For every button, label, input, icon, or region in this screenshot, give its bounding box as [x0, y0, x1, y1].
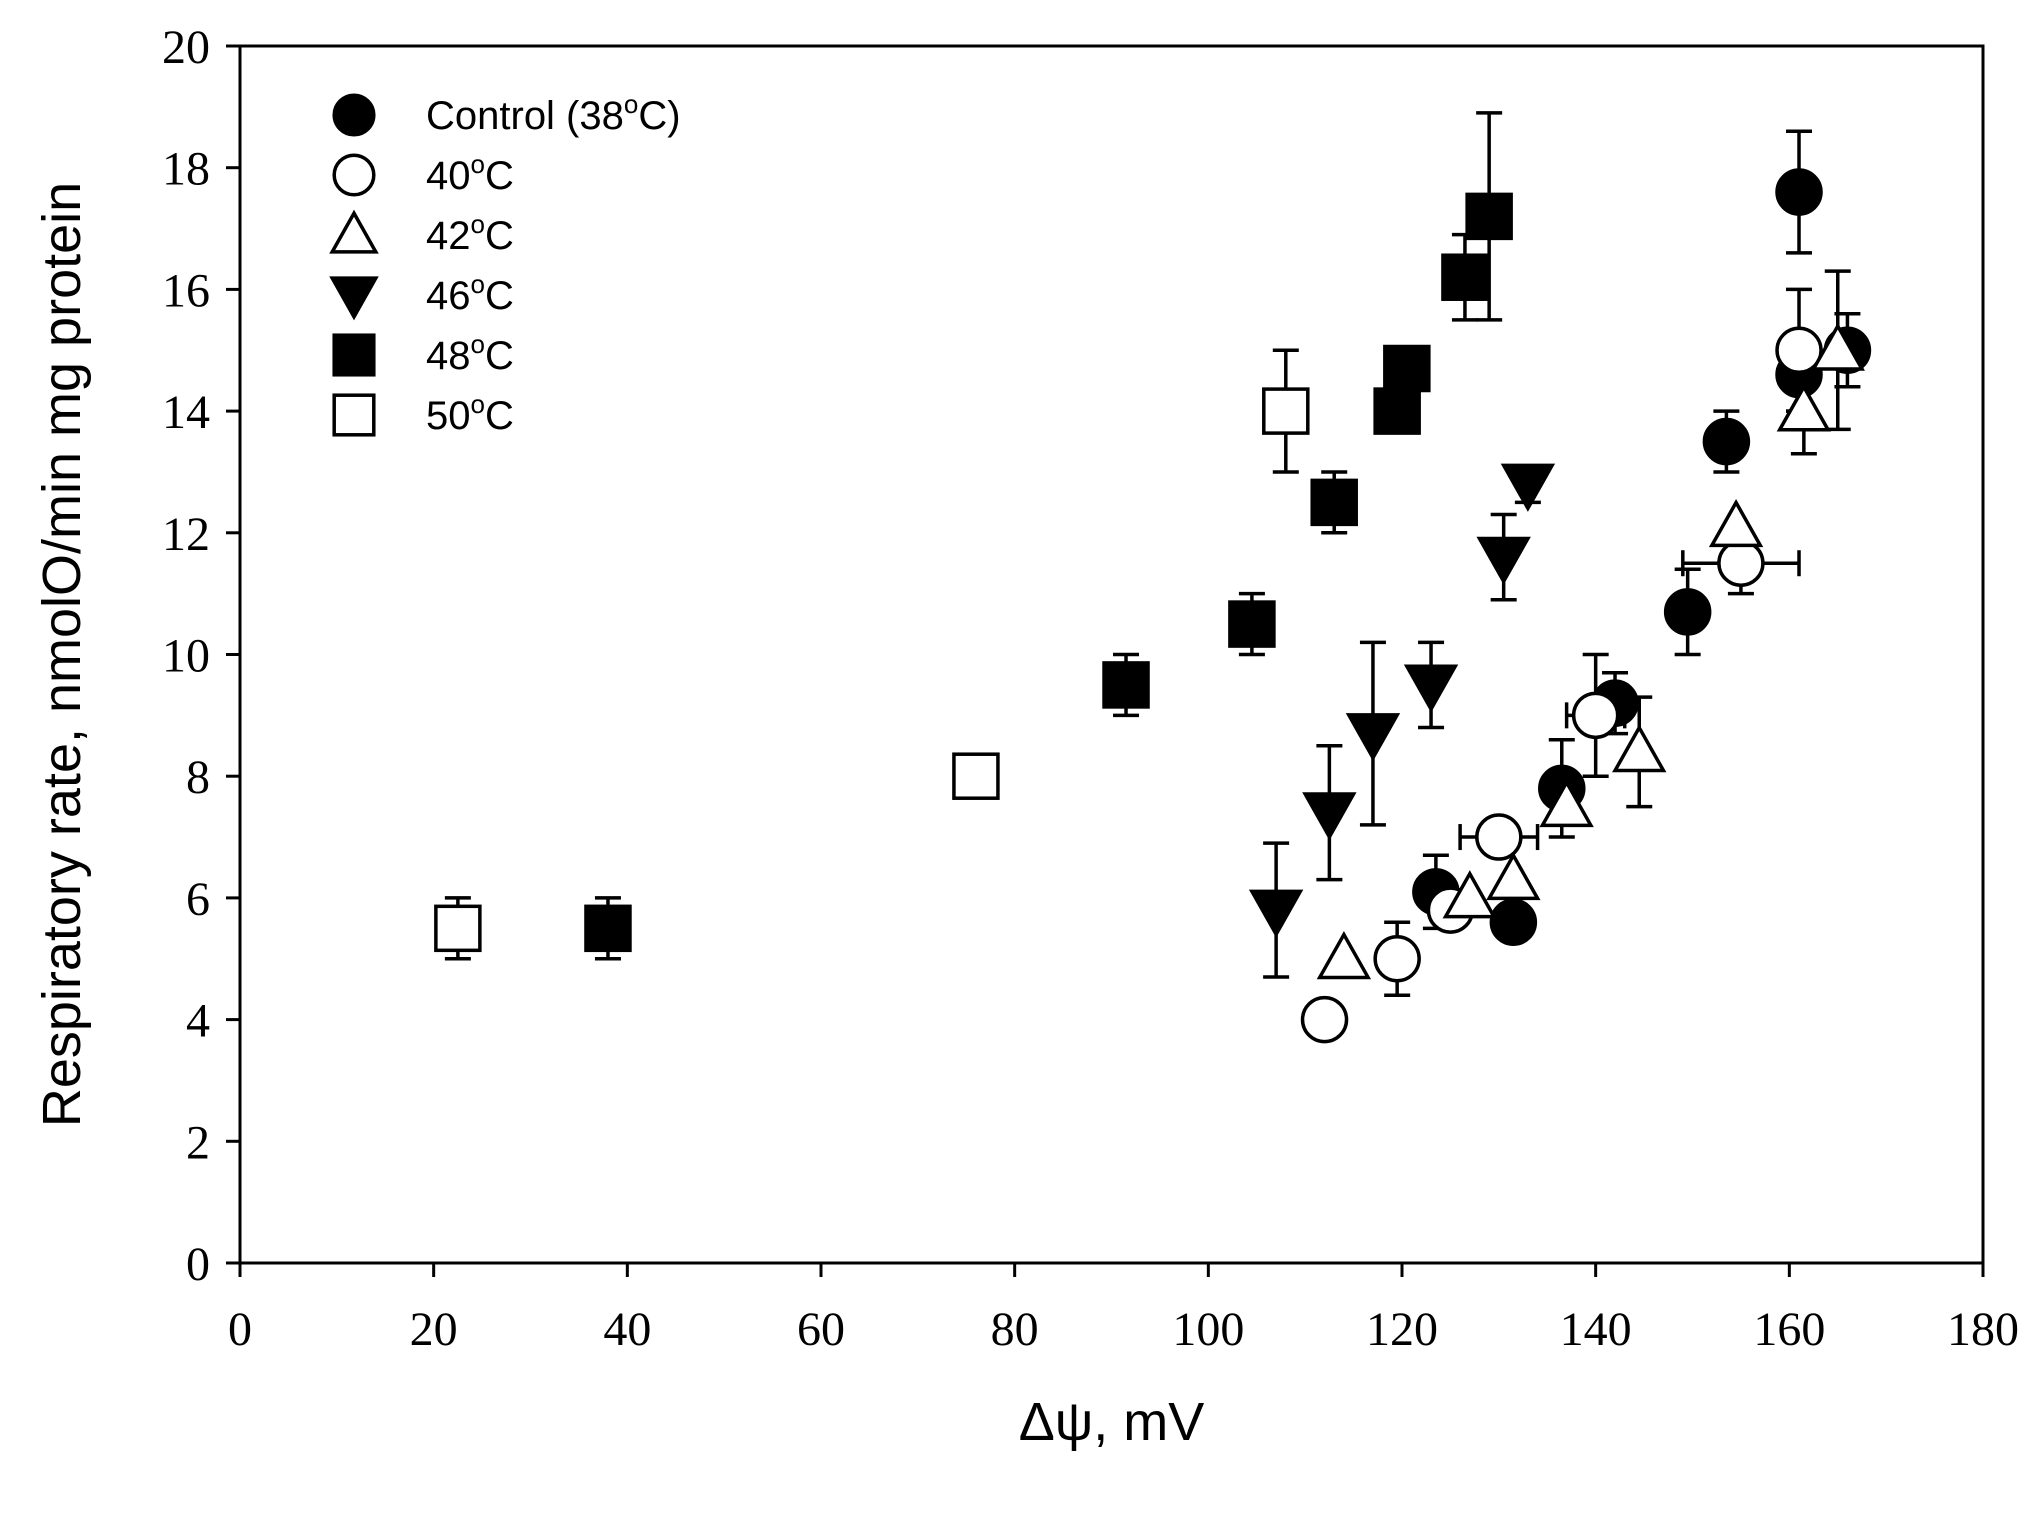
data-point	[1717, 539, 1765, 587]
data-point	[1302, 792, 1357, 841]
y-tick-label: 10	[162, 630, 210, 683]
legend-label: 40oC	[426, 149, 514, 198]
error-bars	[444, 111, 1861, 998]
data-point	[1775, 326, 1823, 374]
x-tick-label: 120	[1366, 1303, 1438, 1356]
data-point	[1383, 344, 1431, 393]
legend-marker	[332, 153, 376, 197]
x-tick-label: 40	[603, 1303, 651, 1356]
y-tick-label: 6	[186, 873, 210, 926]
data-point	[1345, 713, 1401, 762]
data-points	[434, 168, 1872, 1044]
x-tick-label: 60	[797, 1303, 845, 1356]
y-tick-label: 4	[186, 995, 210, 1048]
legend-label: 42oC	[426, 209, 514, 258]
y-axis-title: Respiratory rate, nmolO/min mg protein	[32, 182, 92, 1127]
y-tick-label: 2	[186, 1116, 210, 1169]
data-point	[1442, 870, 1497, 919]
legend-label: Control (38oC)	[426, 89, 681, 138]
data-point	[1102, 661, 1150, 709]
y-tick-label: 0	[186, 1238, 210, 1291]
legend-label: 46oC	[426, 269, 514, 318]
data-point	[1316, 930, 1372, 980]
data-point	[1663, 588, 1712, 636]
legend-marker	[332, 333, 376, 377]
data-point	[1486, 851, 1541, 901]
data-point	[1539, 778, 1594, 828]
data-point	[1310, 478, 1358, 527]
data-point	[434, 904, 482, 953]
y-tick-label: 18	[162, 143, 210, 196]
data-point	[1775, 168, 1823, 216]
x-tick-label: 80	[991, 1303, 1039, 1356]
x-tick-label: 140	[1560, 1303, 1632, 1356]
legend-marker	[332, 393, 376, 437]
data-point	[1403, 664, 1459, 713]
data-point	[1571, 691, 1620, 740]
data-point	[1612, 724, 1667, 773]
x-tick-label: 180	[1947, 1303, 2019, 1356]
legend: Control (38oC) 40oC 42oC 46oC 48oC 50oC	[329, 89, 681, 438]
x-axis-title: Δψ, mV	[1019, 1392, 1205, 1452]
data-point	[1300, 995, 1349, 1044]
data-point	[1702, 417, 1751, 466]
legend-marker	[332, 93, 376, 137]
data-point	[1500, 463, 1556, 512]
data-point	[1475, 813, 1523, 861]
legend-marker	[329, 209, 379, 254]
legend-label: 48oC	[426, 329, 514, 378]
data-point	[1489, 898, 1538, 946]
y-tick-label: 20	[162, 21, 210, 74]
data-point	[1476, 536, 1531, 585]
data-point	[1373, 935, 1421, 983]
legend-marker	[329, 276, 379, 321]
x-tick-label: 100	[1172, 1303, 1244, 1356]
y-tick-label: 12	[162, 508, 210, 561]
data-point	[1262, 387, 1310, 435]
data-point	[1373, 387, 1421, 435]
data-point	[1708, 498, 1764, 548]
y-tick-label: 16	[162, 264, 210, 317]
data-point	[1441, 253, 1489, 301]
data-point	[1776, 383, 1832, 432]
x-tick-label: 20	[410, 1303, 458, 1356]
x-tick-label: 0	[228, 1303, 252, 1356]
data-point	[584, 904, 632, 953]
x-tick-label: 160	[1753, 1303, 1825, 1356]
data-point	[1465, 192, 1513, 241]
data-point	[1248, 889, 1304, 938]
y-tick-label: 8	[186, 751, 210, 804]
legend-label: 50oC	[426, 389, 514, 438]
data-point	[1228, 600, 1276, 648]
y-tick-label: 14	[162, 386, 210, 439]
data-point	[1810, 322, 1865, 371]
axes: 0 20 40 60 80 100 120 140 160 180 0 2 4 6 8 10 12 14 16 18 2…	[162, 21, 2019, 1356]
data-point	[952, 752, 1000, 800]
